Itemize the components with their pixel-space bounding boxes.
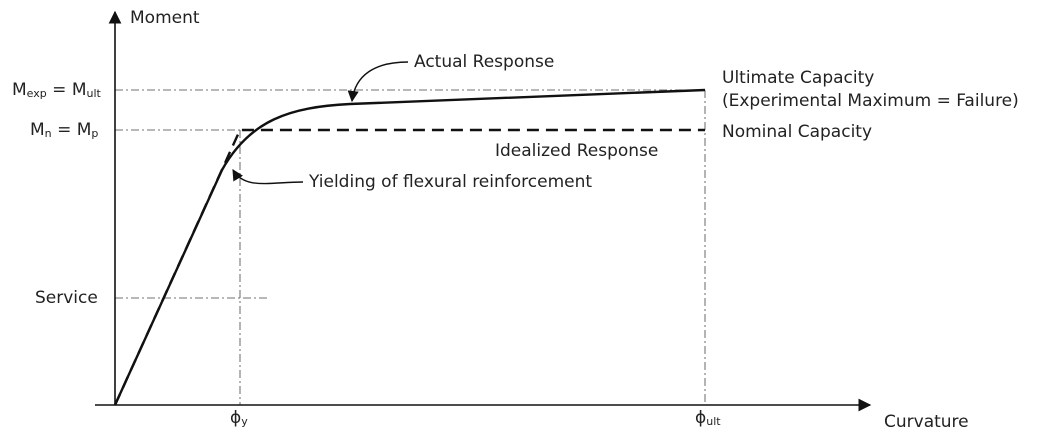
- y-axis-label: Moment: [130, 8, 200, 28]
- ultimate-level-label: Mexp = Mult: [12, 80, 102, 100]
- idealized-response-label: Idealized Response: [495, 141, 658, 161]
- yield-pointer: [232, 169, 304, 185]
- yield-curvature-label: ϕy: [230, 408, 248, 428]
- actual-response-label: Actual Response: [414, 52, 554, 72]
- yielding-label: Yielding of flexural reinforcement: [308, 172, 592, 192]
- ultimate-capacity-label: Ultimate Capacity: [722, 68, 874, 88]
- ultimate-curvature-label: ϕult: [695, 408, 721, 428]
- x-axis-label: Curvature: [884, 412, 969, 432]
- nominal-level-label: Mn = Mp: [30, 120, 98, 140]
- service-label: Service: [35, 288, 98, 308]
- actual-pointer: [347, 61, 409, 103]
- actual-curve: [113, 88, 706, 406]
- ultimate-capacity-note: (Experimental Maximum = Failure): [722, 91, 1019, 111]
- nominal-capacity-label: Nominal Capacity: [722, 122, 872, 142]
